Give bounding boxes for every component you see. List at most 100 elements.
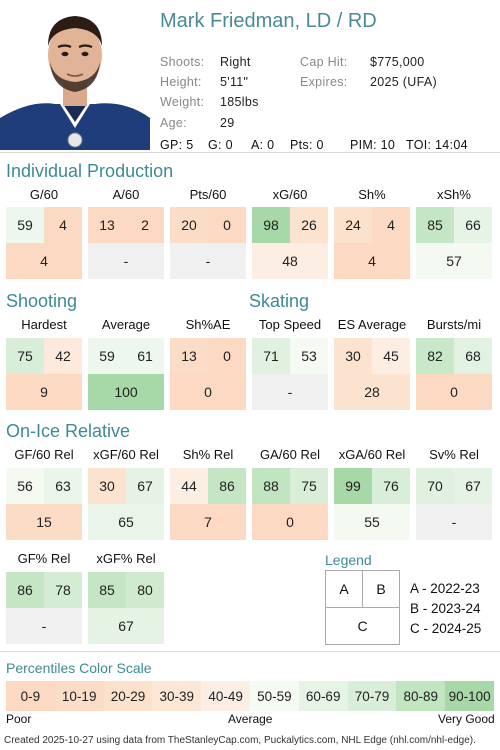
stat-cell-a: 13 [88,207,126,243]
scale-bin: 10-19 [54,681,104,711]
stat-label: GA/60 Rel [260,447,320,462]
stat-label: xG/60 [272,187,308,202]
scale-bin: 80-89 [396,681,446,711]
stat-label: G/60 [29,187,59,202]
pim-stat: PIM: 10 [350,138,396,152]
scale-label-average: Average [228,712,273,726]
scale-bin: 20-29 [103,681,153,711]
scale-bin: 30-39 [152,681,202,711]
stat-cell-a: 88 [252,468,290,504]
stat-cell-c: - [170,243,246,279]
footer-credits: Created 2025-10-27 using data from TheSt… [4,735,476,746]
legend-box-c: C [325,607,400,645]
header-divider [0,152,500,153]
stat-cell-a: 24 [334,207,372,243]
stat-cell-c: 0 [170,374,246,410]
scale-divider [0,651,500,652]
stat-cell-b: 68 [454,338,492,374]
stat-cell-a: 44 [170,468,208,504]
stat-cell-c: 4 [6,243,82,279]
stat-label: xGA/60 Rel [338,447,406,462]
stat-cell-c: 4 [334,243,410,279]
stat-cell-b: 4 [372,207,410,243]
stat-cell-a: 56 [6,468,44,504]
stat-cell-c: 28 [334,374,410,410]
stat-label: xGF/60 Rel [93,447,159,462]
scale-bin: 50-59 [250,681,299,711]
stat-cell-b: 80 [126,572,164,608]
stat-cell-a: 20 [170,207,208,243]
stat-label: Pts/60 [189,187,227,202]
stat-cell-a: 99 [334,468,372,504]
stat-cell-b: 67 [454,468,492,504]
stat-label: Sh% Rel [182,447,234,462]
goals-stat: G: 0 [208,138,233,152]
stat-cell-b: 53 [290,338,328,374]
section-title-shooting: Shooting [6,291,78,311]
stat-label: xSh% [437,187,471,202]
stat-cell-c: 55 [334,504,410,540]
stat-cell-a: 59 [6,207,44,243]
stat-label: Sh% [358,187,386,202]
stat-label: A/60 [112,187,140,202]
legend-box-b: B [362,570,400,608]
stat-cell-a: 70 [416,468,454,504]
section-title-onice: On-Ice Relative [6,421,131,441]
scale-title: Percentiles Color Scale [6,660,152,676]
stat-cell-b: 0 [208,207,246,243]
shoots-value: Right [220,55,251,69]
stat-label: Top Speed [258,317,322,332]
stat-cell-b: 61 [126,338,164,374]
section-title-skating: Skating [249,291,310,311]
weight-label: Weight: [160,95,205,109]
height-label: Height: [160,75,202,89]
stat-cell-a: 75 [6,338,44,374]
section-title-production: Individual Production [6,161,174,181]
stat-cell-b: 4 [44,207,82,243]
stat-cell-c: 0 [416,374,492,410]
age-value: 29 [220,116,235,130]
stat-cell-b: 66 [454,207,492,243]
stat-label: xGF% Rel [96,551,156,566]
cap-hit-value: $775,000 [370,55,425,69]
stat-cell-c: 9 [6,374,82,410]
stat-cell-b: 76 [372,468,410,504]
stat-cell-c: 57 [416,243,492,279]
stat-cell-b: 63 [44,468,82,504]
stat-cell-a: 13 [170,338,208,374]
legend-key-a: A - 2022-23 [410,581,480,596]
gp-stat: GP: 5 [160,138,194,152]
assists-stat: A: 0 [251,138,275,152]
stat-cell-b: 2 [126,207,164,243]
player-headshot [0,0,150,150]
stat-cell-b: 42 [44,338,82,374]
stat-cell-c: 7 [170,504,246,540]
stat-cell-a: 30 [334,338,372,374]
stat-cell-c: 100 [88,374,164,410]
stat-cell-a: 30 [88,468,126,504]
stat-cell-c: - [88,243,164,279]
toi-stat: TOI: 14:04 [406,138,468,152]
stat-cell-a: 86 [6,572,44,608]
stat-cell-b: 0 [208,338,246,374]
legend-title: Legend [325,552,372,568]
legend-box-a: A [325,570,363,608]
stat-cell-a: 98 [252,207,290,243]
stat-cell-c: - [416,504,492,540]
height-value: 5'11" [220,75,249,89]
cap-hit-label: Cap Hit: [300,55,348,69]
stat-cell-a: 85 [88,572,126,608]
stat-cell-c: - [6,608,82,644]
legend-key-c: C - 2024-25 [410,621,482,636]
stat-label: Sh%AE [185,317,231,332]
stat-cell-b: 45 [372,338,410,374]
expires-label: Expires: [300,75,348,89]
stat-cell-a: 85 [416,207,454,243]
stat-cell-b: 75 [290,468,328,504]
expires-value: 2025 (UFA) [370,75,437,89]
scale-bin: 60-69 [298,681,348,711]
stat-cell-b: 86 [208,468,246,504]
stat-label: GF% Rel [17,551,71,566]
scale-bin: 40-49 [201,681,250,711]
stat-label: GF/60 Rel [14,447,74,462]
